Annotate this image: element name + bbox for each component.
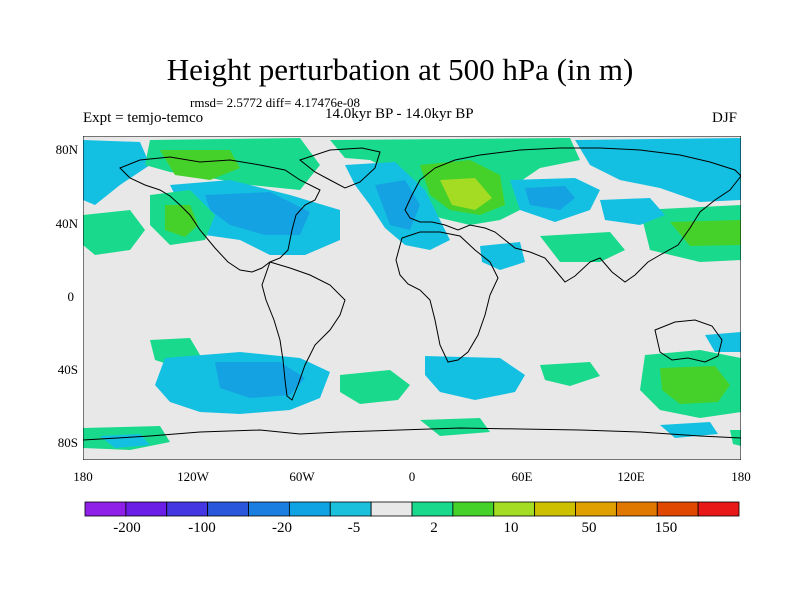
colorbar-label: -5 (347, 520, 361, 536)
colorbar-swatch (411, 501, 454, 517)
colorbar-label: -100 (188, 520, 216, 536)
map-area (83, 136, 741, 460)
contour-region (425, 356, 525, 400)
contour-region (205, 192, 310, 235)
colorbar-swatch (370, 501, 413, 517)
contour-region (160, 150, 240, 180)
lon-tick-label: 120W (177, 469, 209, 484)
stats-text: rmsd= 2.5772 diff= 4.17476e-08 (190, 95, 361, 110)
colorbar-swatch (288, 501, 331, 517)
contour-region (600, 198, 665, 225)
colorbar-swatch (84, 501, 127, 517)
contour-region (440, 178, 492, 210)
lon-tick-label: 180 (731, 469, 751, 484)
lon-tick-label: 0 (408, 469, 416, 484)
lon-tick-label: 60W (289, 469, 315, 484)
colorbar-swatch (697, 501, 740, 517)
colorbar-swatch (166, 501, 209, 517)
colorbar-swatch (656, 501, 699, 517)
contour-region (83, 210, 145, 255)
colorbar-label: 2 (430, 520, 438, 536)
season-label: DJF (712, 110, 738, 126)
lon-tick-label: 180 (73, 469, 93, 484)
colorbar-label: -20 (272, 520, 292, 536)
contour-region (540, 232, 625, 262)
colorbar-swatch (493, 501, 536, 517)
contour-region (540, 362, 600, 386)
colorbar-swatch (207, 501, 249, 517)
colorbar-label: 150 (654, 520, 678, 536)
contour-region (420, 418, 490, 436)
contour-region (670, 220, 741, 246)
contour-region (575, 138, 741, 202)
colorbar-swatch (248, 501, 290, 517)
lat-tick-label: 80S (57, 435, 78, 450)
colorbar-swatch (329, 501, 372, 517)
lat-tick-label: 0 (67, 289, 75, 304)
contour-region (660, 366, 730, 404)
colorbar-swatch (615, 501, 658, 517)
contour-region (340, 370, 410, 404)
lat-tick-label: 80N (55, 142, 78, 157)
colorbar-label: 50 (581, 520, 597, 536)
contour-region (480, 242, 525, 270)
contour-region (525, 186, 575, 210)
period-label: 14.0kyr BP - 14.0kyr BP (325, 106, 474, 122)
perturbation-fields (83, 138, 741, 450)
colorbar-swatch (452, 501, 495, 517)
page-title: Height perturbation at 500 hPa (in m) (166, 52, 634, 87)
colorbar-swatch (575, 501, 617, 517)
contour-region (165, 205, 198, 237)
colorbar-swatch (125, 501, 168, 517)
lon-tick-label: 120E (617, 469, 645, 484)
coastlines (83, 147, 741, 441)
experiment-label: Expt = temjo-temco (83, 110, 204, 126)
contour-region (100, 434, 150, 448)
lat-tick-label: 40N (55, 216, 78, 231)
contour-region (705, 332, 741, 352)
colorbar-label: 10 (503, 520, 519, 536)
colorbar-swatch (534, 501, 576, 517)
colorbar-label: -200 (113, 520, 141, 536)
lon-tick-label: 60E (511, 469, 533, 484)
colorbar (84, 501, 740, 517)
contour-region (215, 362, 305, 398)
lat-tick-label: 40S (57, 362, 78, 377)
contour-region (83, 140, 150, 205)
contour-region (375, 180, 420, 230)
